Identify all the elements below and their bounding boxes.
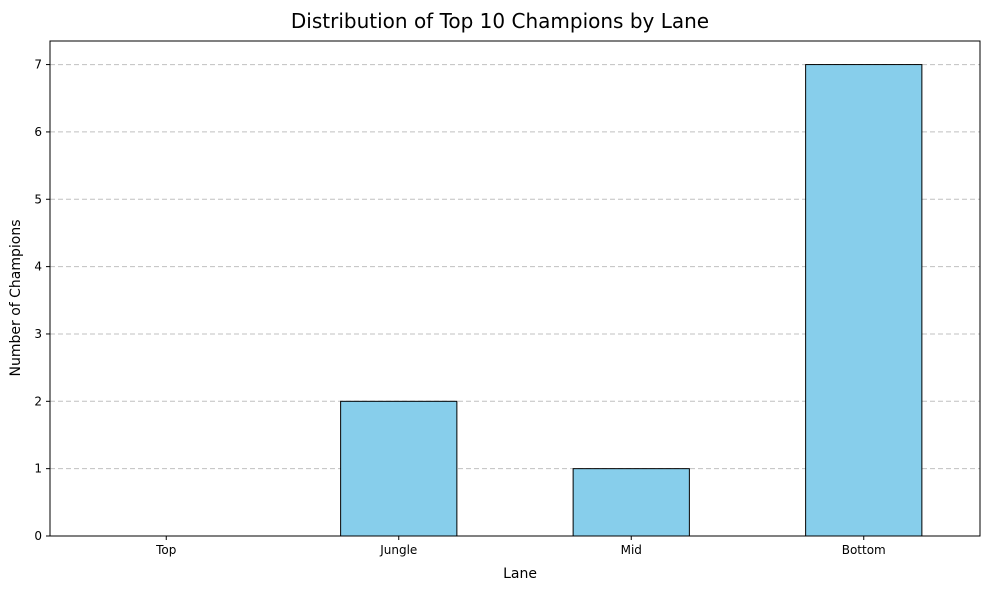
plot-frame [49,40,981,537]
y-tick-label: 3 [34,327,42,341]
x-tick-label: Top [155,543,176,557]
bar-mid [572,468,690,537]
bar-jungle [340,400,458,537]
y-tick-label: 4 [34,260,42,274]
y-tick-label: 0 [34,529,42,543]
y-tick-label: 1 [34,462,42,476]
x-axis-label: Lane [503,566,537,582]
y-axis-label: Number of Champions [8,219,24,376]
y-tick-label: 6 [34,125,42,139]
y-axis-ticks: 0 1 2 3 4 5 6 7 [34,58,50,543]
chart-title: Distribution of Top 10 Champions by Lane [291,9,709,33]
bars [340,64,923,537]
x-tick-label: Mid [621,543,642,557]
x-axis-ticks: Top Jungle Mid Bottom [155,536,886,557]
x-tick-label: Jungle [379,543,417,557]
y-tick-label: 2 [34,394,42,408]
grid-lines [50,64,980,470]
y-tick-label: 7 [34,58,42,72]
y-tick-label: 5 [34,192,42,206]
x-tick-label: Bottom [842,543,886,557]
bar-bottom [805,64,923,537]
